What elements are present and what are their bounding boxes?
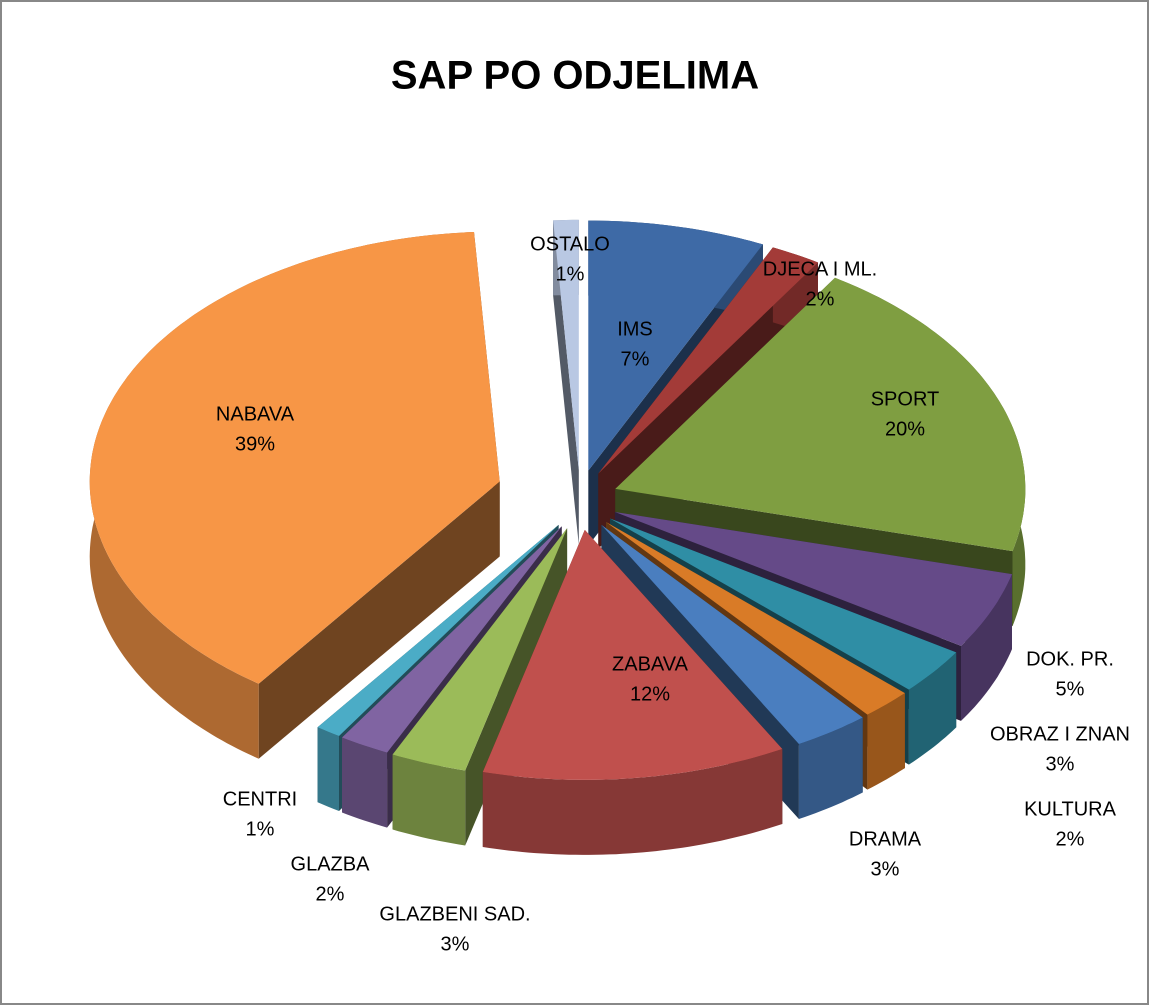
data-label-name: IMS: [617, 318, 653, 340]
slice-outer-wall: [482, 749, 783, 855]
data-label-name: SPORT: [871, 388, 940, 410]
slice-side: [553, 220, 579, 545]
data-label-name: NABAVA: [216, 403, 295, 425]
data-label-name: DOK. PR.: [1026, 648, 1114, 670]
data-label-name: GLAZBENI SAD.: [379, 903, 530, 925]
data-label-value: 2%: [1056, 828, 1085, 850]
slice-outer-wall: [798, 717, 863, 819]
slice-outer-wall: [317, 727, 339, 811]
data-label-value: 5%: [1056, 678, 1085, 700]
slice: [482, 529, 783, 780]
slice: [317, 524, 559, 736]
data-label-value: 39%: [235, 433, 275, 455]
data-label-value: 20%: [885, 418, 925, 440]
slice: [614, 512, 1012, 646]
slice-outer-wall: [908, 652, 957, 765]
data-label-name: OBRAZ I ZNAN: [990, 723, 1130, 745]
data-label-name: GLAZBA: [291, 853, 371, 875]
data-label-value: 12%: [630, 683, 670, 705]
slice: [553, 219, 579, 470]
chart-title: SAP PO ODJELIMA: [391, 54, 759, 98]
slice-outer-wall: [392, 754, 466, 846]
data-label-value: 3%: [441, 933, 470, 955]
data-label-value: 3%: [1046, 753, 1075, 775]
slice: [598, 247, 818, 474]
data-label-value: 7%: [621, 348, 650, 370]
slice: [615, 277, 1026, 552]
slice-outer-wall: [867, 693, 905, 790]
slice-side: [258, 481, 500, 759]
slice-outer-wall: [961, 574, 1012, 721]
slice: [610, 518, 957, 690]
data-label-name: OSTALO: [530, 233, 610, 255]
slice: [89, 232, 500, 684]
pie: [89, 219, 1026, 855]
data-label-value: 1%: [246, 818, 275, 840]
data-label-name: DJECA I ML.: [763, 258, 877, 280]
data-label-name: CENTRI: [223, 788, 297, 810]
slice: [342, 526, 562, 753]
labels: IMS 7% DJECA I ML. 2% SPORT 20% DOK. PR. 5% OBRA…: [216, 233, 1130, 955]
data-label-name: ZABAVA: [612, 653, 689, 675]
data-label-value: 3%: [871, 858, 900, 880]
slice-outer-wall: [342, 737, 388, 828]
data-label-name: DRAMA: [849, 828, 922, 850]
data-label-value: 1%: [556, 263, 585, 285]
slice: [588, 220, 763, 471]
slice: [606, 522, 905, 715]
slice: [392, 528, 568, 771]
data-label-name: KULTURA: [1024, 798, 1117, 820]
data-label-value: 2%: [806, 288, 835, 310]
data-label-value: 2%: [316, 883, 345, 905]
slice: [601, 524, 863, 744]
